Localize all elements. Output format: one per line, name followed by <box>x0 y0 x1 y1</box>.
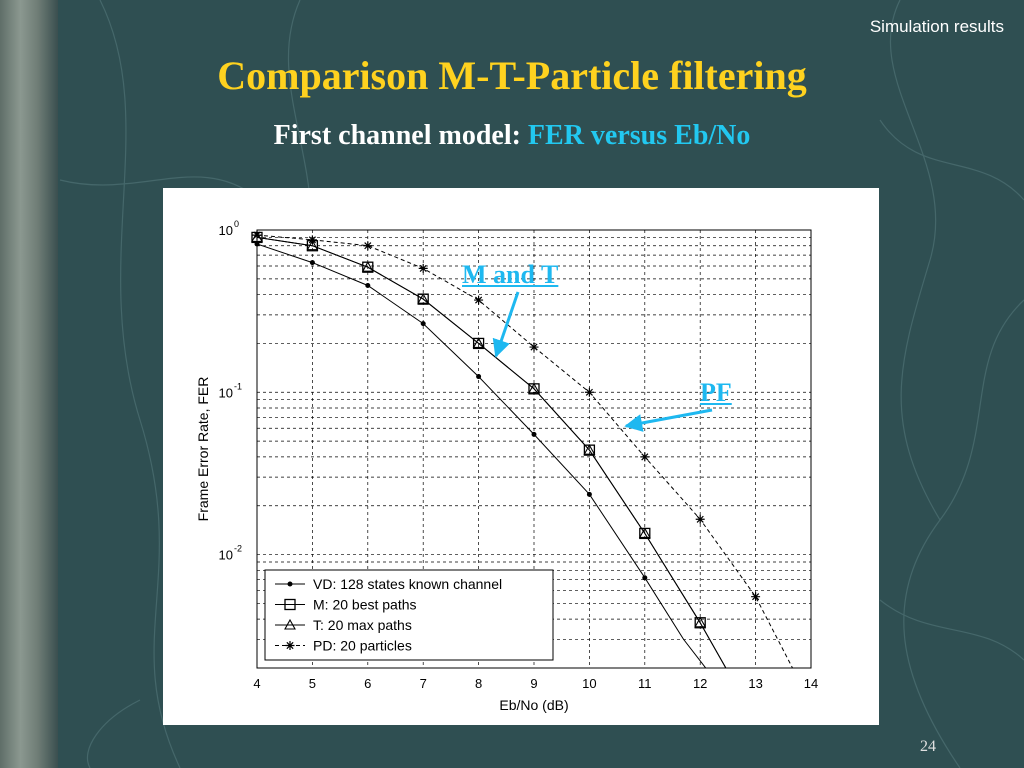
data-point-star <box>751 592 761 602</box>
y-tick-exponent: -1 <box>234 381 242 391</box>
subtitle-prefix: First channel model: <box>273 120 521 151</box>
x-tick-label: 11 <box>638 676 652 691</box>
y-tick-label: 10 <box>219 385 233 400</box>
x-tick-label: 6 <box>364 676 371 691</box>
subtitle-highlight: FER versus Eb/No <box>527 120 751 151</box>
data-point-triangle <box>638 527 651 538</box>
data-point-star <box>529 342 539 352</box>
plot-frame <box>256 229 812 669</box>
legend-marker-triangle <box>284 618 296 630</box>
data-point-star <box>363 241 373 251</box>
y-tick-label: 10 <box>219 548 233 563</box>
annotation-pf: PF <box>700 378 732 407</box>
data-point-dot <box>476 374 482 380</box>
data-point-dot <box>586 491 592 497</box>
legend-label: T: 20 max paths <box>313 617 412 633</box>
data-point-star <box>474 295 484 305</box>
series-line-3 <box>257 234 794 668</box>
data-point-triangle <box>306 239 319 251</box>
legend-marker-star <box>285 641 295 650</box>
x-axis-label: Eb/No (dB) <box>499 697 568 713</box>
series-line-2 <box>257 236 727 668</box>
x-tick-label: 8 <box>475 676 482 691</box>
legend-marker-dot <box>287 581 293 587</box>
series-line-0 <box>257 243 707 668</box>
x-tick-label: 4 <box>253 676 260 691</box>
data-point-dot <box>420 321 426 327</box>
data-point-triangle <box>361 261 374 272</box>
slide-subtitle: First channel model: FER versus Eb/No <box>0 120 1024 152</box>
data-point-star <box>584 387 594 397</box>
data-point-triangle <box>417 292 430 304</box>
y-tick-exponent: 0 <box>234 219 239 229</box>
x-tick-label: 7 <box>420 676 427 691</box>
x-tick-label: 5 <box>309 676 316 691</box>
x-tick-label: 9 <box>530 676 537 691</box>
data-point-triangle <box>528 382 540 394</box>
y-axis-label: Frame Error Rate, FER <box>195 377 211 522</box>
x-tick-label: 12 <box>693 676 707 691</box>
data-point-dot <box>531 431 537 437</box>
data-point-triangle <box>694 616 707 628</box>
left-decorative-strip <box>0 0 58 768</box>
legend-label: PD: 20 particles <box>313 638 412 654</box>
x-tick-label: 13 <box>748 676 762 691</box>
data-point-star <box>252 230 262 240</box>
slide-title: Comparison M-T-Particle filtering <box>217 53 807 98</box>
section-label: Simulation results <box>869 17 1004 36</box>
data-point-star <box>695 514 705 524</box>
legend-label: M: 20 best paths <box>313 597 417 613</box>
data-point-triangle <box>472 337 485 348</box>
data-point-star <box>418 263 428 273</box>
data-point-triangle <box>583 444 596 455</box>
y-tick-exponent: -2 <box>234 544 242 554</box>
data-point-dot <box>309 260 315 266</box>
legend-marker-square <box>284 598 296 611</box>
data-point-star <box>640 452 650 462</box>
page-number: 24 <box>920 738 936 755</box>
annotation-m-and-t: M and T <box>462 260 559 289</box>
legend-box <box>264 569 554 661</box>
x-tick-label: 10 <box>582 676 596 691</box>
y-tick-label: 10 <box>219 223 233 238</box>
x-tick-label: 14 <box>804 676 818 691</box>
legend-label: VD: 128 states known channel <box>313 576 502 592</box>
chart-panel: 4 5 6 7 8 9 10 11 12 13 14 10 0 10 -1 10 -2 Eb/No (dB) Fra… <box>163 188 879 725</box>
data-point-dot <box>642 575 648 581</box>
data-point-dot <box>365 282 371 288</box>
data-point-star <box>307 235 317 245</box>
